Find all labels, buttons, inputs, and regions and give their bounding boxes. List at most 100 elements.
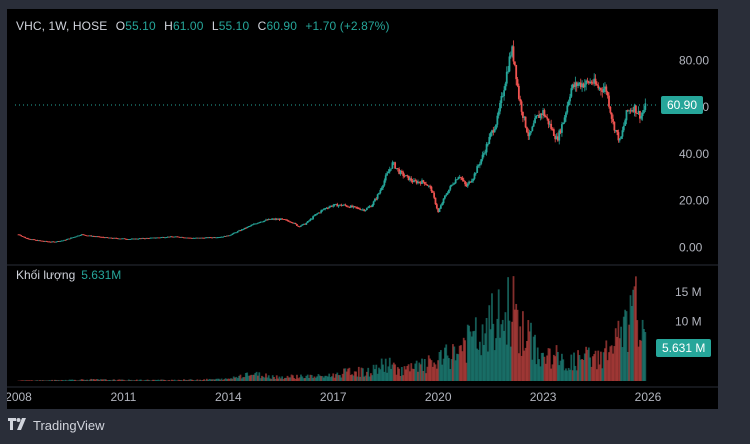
- volume-bar: [429, 358, 431, 381]
- volume-bar: [82, 379, 84, 381]
- volume-bar: [430, 360, 433, 381]
- candle: [407, 175, 410, 181]
- candle: [252, 223, 255, 225]
- volume-bar: [551, 364, 554, 381]
- candle: [213, 237, 216, 239]
- candle: [111, 238, 114, 239]
- candle: [306, 221, 309, 223]
- candle: [414, 180, 417, 182]
- volume-bar: [341, 373, 344, 381]
- volume-bar: [75, 380, 78, 381]
- candle: [209, 237, 212, 239]
- volume-bar: [386, 372, 388, 381]
- volume-bar: [141, 380, 144, 381]
- candle: [43, 241, 45, 242]
- candle: [144, 238, 146, 240]
- candle: [293, 223, 296, 224]
- volume-bar: [231, 378, 234, 381]
- volume-bar: [339, 375, 341, 381]
- candle: [294, 223, 297, 225]
- candle: [374, 198, 376, 202]
- volume-bar: [437, 360, 440, 381]
- volume-bar: [487, 351, 489, 381]
- volume-bar: [68, 379, 71, 381]
- candle: [278, 218, 281, 220]
- volume-bar: [325, 375, 328, 381]
- volume-bar: [64, 379, 67, 381]
- candle: [446, 193, 449, 195]
- volume-bar: [353, 371, 356, 381]
- candle: [123, 238, 126, 240]
- volume-bar: [181, 380, 184, 381]
- volume-bar: [577, 350, 579, 381]
- volume-bar: [448, 358, 450, 381]
- candle: [173, 236, 176, 238]
- volume-bar: [324, 375, 327, 381]
- volume-bar: [165, 380, 168, 381]
- volume-bar: [626, 351, 629, 381]
- volume-bar: [222, 380, 224, 381]
- candle: [56, 241, 59, 242]
- candle: [419, 182, 422, 184]
- volume-bar: [138, 379, 141, 381]
- candle: [561, 124, 563, 133]
- candle: [105, 237, 107, 239]
- candle: [470, 180, 473, 183]
- volume-bar: [581, 358, 583, 381]
- candle: [254, 223, 257, 225]
- candle: [481, 154, 484, 160]
- volume-bar: [328, 373, 331, 381]
- candle: [570, 88, 573, 97]
- candle: [121, 238, 123, 240]
- volume-bar: [418, 362, 421, 381]
- candle: [177, 236, 180, 238]
- candle: [562, 122, 565, 125]
- volume-bar: [404, 369, 407, 381]
- candle: [516, 79, 519, 86]
- candle: [573, 84, 575, 88]
- footer[interactable]: TradingView: [8, 414, 105, 436]
- candle: [138, 238, 141, 240]
- candle: [349, 205, 352, 208]
- volume-bar: [94, 379, 97, 381]
- volume-bar: [146, 379, 149, 381]
- candle: [269, 218, 271, 220]
- volume-bar: [262, 376, 265, 381]
- candle: [534, 118, 536, 124]
- volume-bar: [492, 323, 495, 381]
- volume-bar: [187, 380, 189, 381]
- volume-bar: [156, 380, 158, 381]
- volume-bar: [634, 276, 637, 381]
- candle: [195, 237, 197, 239]
- volume-bar: [458, 345, 461, 381]
- volume-bar: [495, 338, 497, 381]
- candle: [212, 237, 215, 239]
- candle: [270, 219, 273, 220]
- candle: [355, 206, 358, 208]
- candle: [169, 236, 172, 238]
- volume-bar: [239, 374, 242, 381]
- candle: [426, 184, 429, 186]
- candle: [196, 237, 199, 239]
- volume-bar: [320, 376, 323, 381]
- candle: [513, 61, 516, 66]
- candle: [360, 209, 363, 211]
- volume-bar: [601, 368, 604, 381]
- high-key: H: [164, 19, 173, 33]
- volume-bar: [617, 320, 620, 381]
- low-value: 55.10: [218, 19, 250, 33]
- candle: [37, 240, 40, 242]
- volume-bar: [414, 363, 417, 381]
- volume-bar: [111, 379, 114, 381]
- candle: [137, 238, 140, 240]
- candle: [291, 222, 294, 224]
- volume-bar: [589, 357, 592, 381]
- candle: [435, 204, 438, 209]
- volume-bar: [266, 377, 269, 381]
- candle: [313, 215, 316, 217]
- volume-bar: [595, 369, 598, 381]
- candle: [578, 82, 581, 84]
- candle: [82, 234, 84, 236]
- candle: [309, 218, 312, 221]
